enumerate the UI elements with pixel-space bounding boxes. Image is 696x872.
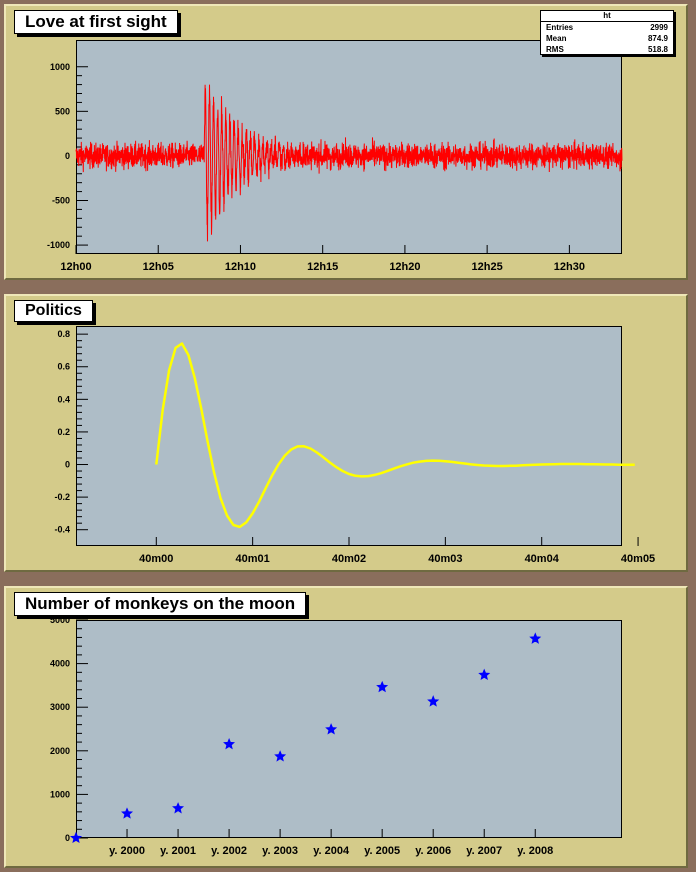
data-point: [376, 680, 389, 693]
x-tick-label: 12h25: [472, 261, 503, 273]
y-tick-label: -1000: [47, 240, 70, 250]
x-tick-label: 12h20: [389, 261, 420, 273]
x-tick-label: 40m04: [525, 553, 560, 565]
panel-title: Love at first sight: [14, 10, 178, 34]
chart-2-axes: y. 2000 y. 2001 y. 2002 y. 2003 y. 2004 y. 20…: [50, 615, 553, 857]
y-tick-label: 3000: [50, 702, 70, 712]
x-tick-label: y. 2000: [109, 845, 145, 857]
stats-value: 874.9: [647, 34, 668, 43]
chart-0-axes: 12h00 12h05 12h10 12h15 12h20 12h25 12h30 -1000…: [47, 62, 623, 273]
x-tick-label: y. 2008: [517, 845, 553, 857]
data-point: [478, 668, 491, 681]
data-point: [274, 750, 287, 762]
y-tick-label: 4000: [50, 659, 70, 669]
y-tick-label: 0.6: [57, 362, 70, 372]
y-tick-label: 0.2: [57, 427, 70, 437]
y-tick-label: 0: [65, 151, 70, 161]
stats-label: Mean: [546, 34, 567, 43]
stats-row-entries: Entries 2999: [541, 22, 673, 33]
pad-love-at-first-sight: 12h00 12h05 12h10 12h15 12h20 12h25 12h30 -1000…: [4, 4, 688, 280]
x-tick-label: y. 2004: [313, 845, 350, 857]
y-tick-label: 0: [65, 833, 70, 843]
y-tick-label: 0.8: [57, 329, 70, 339]
y-tick-label: 2000: [50, 746, 70, 756]
data-point: [223, 738, 236, 750]
y-tick-label: 5000: [50, 615, 70, 625]
pad-monkeys: y. 2000 y. 2001 y. 2002 y. 2003 y. 2004 y. 20…: [4, 586, 688, 868]
stats-name: ht: [541, 11, 673, 22]
y-tick-label: 1000: [50, 789, 70, 799]
x-tick-label: 40m05: [621, 553, 655, 565]
stats-value: 518.8: [647, 45, 668, 54]
data-point: [529, 632, 542, 644]
x-tick-label: y. 2002: [211, 845, 247, 857]
x-tick-label: 12h00: [60, 261, 91, 273]
panel-title: Politics: [14, 300, 93, 322]
x-tick-label: 12h15: [307, 261, 338, 273]
x-tick-label: y. 2007: [466, 845, 502, 857]
y-tick-label: -500: [52, 196, 70, 206]
x-tick-label: y. 2005: [364, 845, 400, 857]
y-tick-label: -0.2: [54, 492, 70, 502]
stats-label: RMS: [546, 45, 564, 54]
x-tick-label: 12h30: [554, 261, 585, 273]
x-tick-label: y. 2001: [160, 845, 196, 857]
y-tick-label: 0.4: [57, 394, 70, 404]
y-tick-label: 0: [65, 460, 70, 470]
data-point: [172, 802, 185, 814]
x-tick-label: y. 2006: [415, 845, 451, 857]
data-point: [121, 807, 134, 819]
stats-label: Entries: [546, 23, 574, 32]
y-tick-label: 500: [55, 106, 70, 116]
x-tick-label: 12h10: [225, 261, 256, 273]
y-tick-label: 1000: [50, 62, 70, 72]
y-tick-label: -0.4: [54, 525, 70, 535]
data-point: [427, 695, 440, 707]
stats-row-mean: Mean 874.9: [541, 33, 673, 44]
data-point: [69, 831, 83, 844]
x-tick-label: y. 2003: [262, 845, 298, 857]
stats-row-rms: RMS 518.8: [541, 44, 673, 55]
x-tick-label: 40m01: [236, 553, 270, 565]
x-tick-label: 12h05: [143, 261, 174, 273]
pad-politics: 40m00 40m01 40m02 40m03 40m04 40m05 -0.4 -0.2 0 0…: [4, 294, 688, 572]
x-tick-label: 40m00: [139, 553, 173, 565]
series-line: [75, 84, 623, 242]
x-tick-label: 40m02: [332, 553, 366, 565]
x-tick-label: 40m03: [428, 553, 462, 565]
panel-title: Number of monkeys on the moon: [14, 592, 307, 616]
chart-1-axes: 40m00 40m01 40m02 40m03 40m04 40m05 -0.4 -0.2 0 0…: [54, 329, 655, 565]
plot-area: [76, 620, 622, 838]
data-point: [325, 723, 338, 735]
stats-box: ht Entries 2999 Mean 874.9 RMS 518.8: [540, 10, 674, 55]
series-line: [155, 342, 635, 529]
stats-value: 2999: [650, 23, 668, 32]
